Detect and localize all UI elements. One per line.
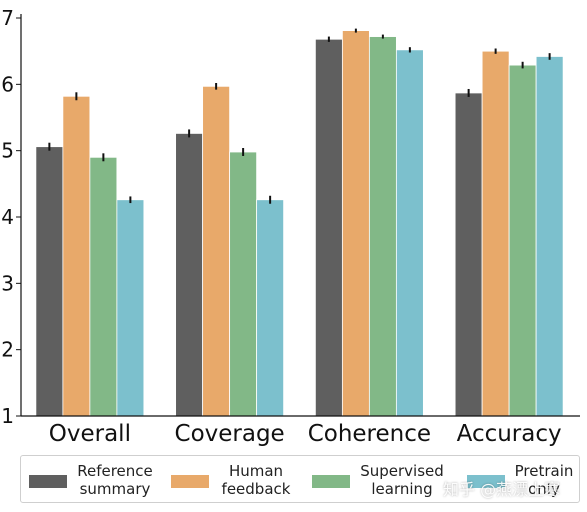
bar-coverage-series-0 [175,133,204,417]
bars-layer [35,30,564,417]
y-tick-label-3: 3 [1,271,14,295]
y-tick-label-5: 5 [1,139,14,163]
x-tick-label-coverage: Coverage [175,421,285,447]
legend-label-supervised: Supervised learning [360,462,444,498]
bar-accuracy-series-2 [508,64,537,417]
legend-label-pretrain: Pretrain only [514,462,574,498]
y-tick-label-1: 1 [1,404,14,428]
bar-overall-series-1 [62,95,91,417]
bar-accuracy-series-0 [454,92,483,417]
x-categories-layer: Overall Coverage Coherence Accuracy [49,421,562,447]
legend-swatch-supervised [312,475,350,488]
bar-accuracy-series-1 [481,50,510,417]
legend-item-human-feedback: Human feedback [171,461,301,499]
x-tick-label-accuracy: Accuracy [457,421,562,447]
error-bars-layer [48,28,551,204]
legend-item-reference: Reference summary [29,461,159,499]
bar-coherence-series-3 [395,49,424,417]
bar-coherence-series-1 [341,30,370,417]
y-ticks-layer: 1 2 3 4 5 6 7 [1,6,21,428]
axes-layer [20,14,580,417]
legend-item-supervised: Supervised learning [312,461,452,499]
x-tick-label-overall: Overall [49,421,131,447]
y-tick-label-2: 2 [1,338,14,362]
bar-coverage-series-1 [202,85,231,417]
bar-coverage-series-3 [256,199,285,417]
y-tick-label-4: 4 [1,205,14,229]
bar-overall-series-0 [35,146,64,417]
watermark: 知乎 @燕漂上寒 [443,480,561,499]
x-tick-label-coherence: Coherence [308,421,431,447]
bar-coherence-series-2 [368,36,397,417]
legend-swatch-pretrain [467,475,505,488]
bar-coherence-series-0 [314,38,343,417]
bar-overall-series-2 [89,156,118,417]
legend: Reference summary Human feedback Supervise… [20,455,580,503]
legend-label-reference: Reference summary [77,462,153,498]
y-tick-label-7: 7 [1,6,14,30]
legend-swatch-reference [29,475,67,488]
bar-accuracy-series-3 [535,56,564,417]
legend-item-pretrain: Pretrain only [467,461,577,499]
legend-swatch-human-feedback [171,475,209,488]
y-tick-label-6: 6 [1,72,14,96]
bar-coverage-series-2 [229,151,258,417]
bar-overall-series-3 [116,199,145,417]
legend-label-human-feedback: Human feedback [221,462,291,498]
